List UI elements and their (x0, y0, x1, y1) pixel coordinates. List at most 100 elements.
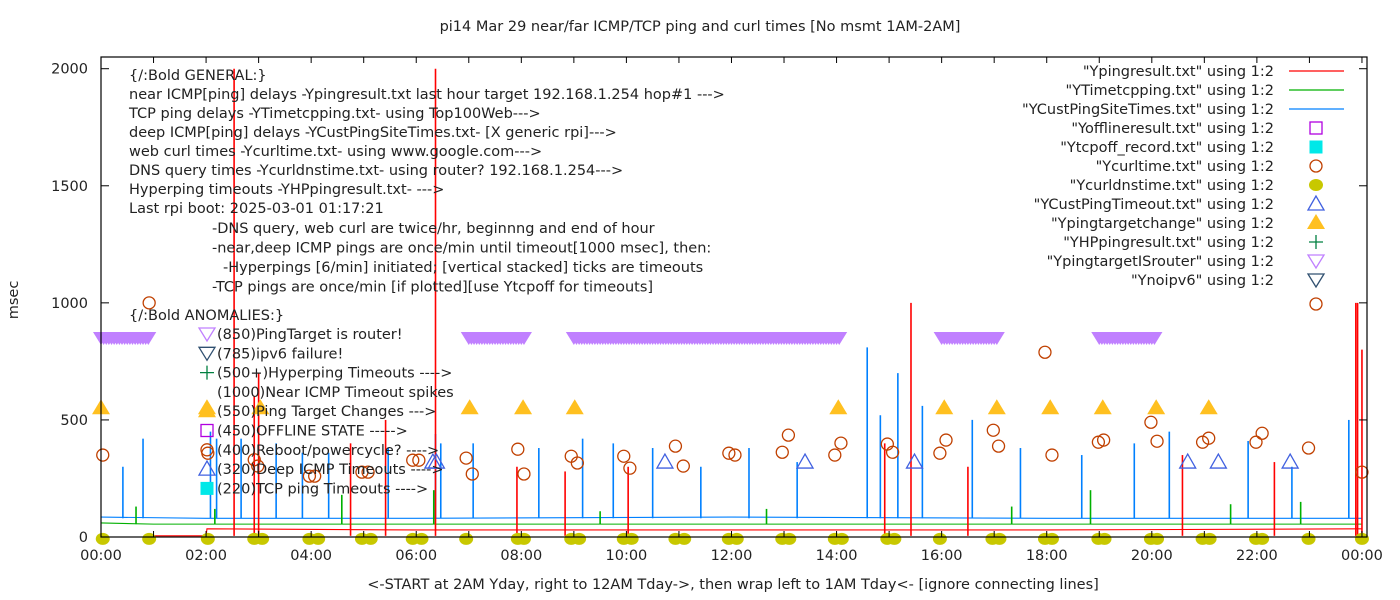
circle-marker (247, 453, 261, 467)
anomaly-key-icon (200, 443, 214, 457)
circle-marker (1038, 345, 1052, 359)
curl-point (728, 448, 742, 462)
x-tick-label: 16:00 (921, 548, 963, 564)
router-marker (988, 331, 1005, 345)
annotation-general-line: DNS query times -Ycurldnstime.txt- using… (129, 163, 623, 179)
down-triangle-marker (1306, 273, 1326, 289)
dns-point (363, 532, 378, 545)
legend-key-custtimeout (1306, 194, 1326, 211)
x-tick-label: 08:00 (500, 548, 542, 564)
circle-marker (1355, 465, 1369, 479)
down-triangle-marker (1306, 254, 1326, 270)
annotation-note-line: -near,deep ICMP pings are once/min until… (212, 241, 711, 257)
curl-point (1144, 415, 1158, 429)
plot-frame (100, 56, 1368, 538)
annotation-anomaly-line: (1000)Near ICMP Timeout spikes (217, 385, 454, 401)
circle-marker (1045, 448, 1059, 462)
curl-point (828, 448, 842, 462)
x-tick-label: 18:00 (1026, 548, 1068, 564)
chart-title: pi14 Mar 29 near/far ICMP/TCP ping and c… (440, 19, 961, 35)
target-change-point (1199, 399, 1218, 415)
annotation-anomaly-line: (500+)Hyperping Timeouts ----> (217, 366, 452, 382)
router-marker-run (565, 331, 848, 345)
cust-timeout-point (427, 452, 446, 469)
curl-point (511, 442, 525, 456)
annotation-general-line: {/:Bold GENERAL:} (129, 68, 267, 84)
curl-point (986, 423, 1000, 437)
legend-label: "Ynoipv6" using 1:2 (1131, 273, 1274, 289)
curl-point (668, 439, 683, 453)
annotation-note-line: -DNS query, web curl are twice/hr, begin… (212, 221, 655, 237)
target-change-point (829, 399, 848, 415)
circle-marker (828, 448, 842, 462)
annotation-anomalies-title: {/:Bold ANOMALIES:} (129, 308, 284, 324)
curl-point (459, 451, 473, 465)
tcp-line (100, 522, 1362, 525)
dns-point (311, 532, 326, 545)
dot-marker (729, 532, 744, 545)
plus-marker (200, 365, 214, 380)
router-marker-run (1091, 331, 1163, 345)
square-marker (1309, 140, 1323, 154)
anomaly-key-icon (197, 327, 217, 343)
router-marker-run (460, 331, 532, 345)
circle-marker (302, 469, 317, 483)
legend-label: "Ycurltime.txt" using 1:2 (1096, 159, 1274, 175)
target-change-point (1041, 399, 1060, 415)
curl-point (933, 446, 947, 460)
triangle-marker (829, 399, 848, 415)
circle-marker (511, 442, 525, 456)
dns-point (1255, 532, 1270, 545)
curl-point (564, 449, 578, 463)
dot-marker (255, 532, 270, 545)
x-tick-label: 00:00 (1341, 548, 1383, 564)
circle-marker (1309, 159, 1323, 173)
legend-key-dns (1309, 179, 1323, 191)
target-change-point (1093, 399, 1112, 415)
curl-point (142, 296, 156, 310)
triangle-marker (251, 399, 270, 415)
annotation-anomaly-line: (785)ipv6 failure! (217, 346, 343, 362)
dot-marker (95, 532, 110, 545)
dns-point (887, 532, 902, 545)
annotation-anomaly-line: (550)Ping Target Changes ---> (217, 404, 436, 420)
triangle-marker (565, 399, 584, 415)
dot-marker (834, 532, 849, 545)
circle-marker (142, 296, 156, 310)
dns-point (729, 532, 744, 545)
ping-line (153, 528, 1362, 537)
circle-marker (406, 453, 420, 467)
circle-marker (355, 465, 369, 479)
plus-marker (1309, 235, 1323, 249)
curl-point (1301, 441, 1316, 455)
x-tick-label: 12:00 (711, 548, 753, 564)
circle-marker (885, 445, 900, 459)
triangle-marker (1041, 399, 1060, 415)
circle-marker (1150, 434, 1164, 448)
curl-point (1255, 426, 1269, 440)
annotation-anomaly-line: (400)Reboot/powercycle? ----> (217, 443, 439, 459)
dns-point (1202, 532, 1217, 545)
dot-marker (311, 532, 326, 545)
circle-marker (728, 448, 742, 462)
circle-marker (96, 448, 110, 462)
dns-point (572, 532, 587, 545)
annotation-general-line: Hyperping timeouts -YHPpingresult.txt- -… (129, 182, 444, 198)
curl-point (1249, 435, 1263, 449)
dot-marker (887, 532, 902, 545)
dot-marker (459, 532, 474, 545)
curl-point (96, 448, 110, 462)
triangle-marker (1307, 214, 1325, 229)
dot-marker (572, 532, 587, 545)
dot-marker (624, 532, 639, 545)
dns-point (834, 532, 849, 545)
anomaly-key-icon (200, 423, 214, 438)
dot-marker (677, 532, 692, 545)
dns-point (1301, 532, 1316, 545)
annotation-anomaly-line: (850)PingTarget is router! (217, 327, 403, 343)
dot-marker (1097, 532, 1112, 545)
circle-marker (517, 467, 531, 481)
square-marker (200, 481, 214, 495)
legend-key-noipv6 (1306, 273, 1326, 289)
